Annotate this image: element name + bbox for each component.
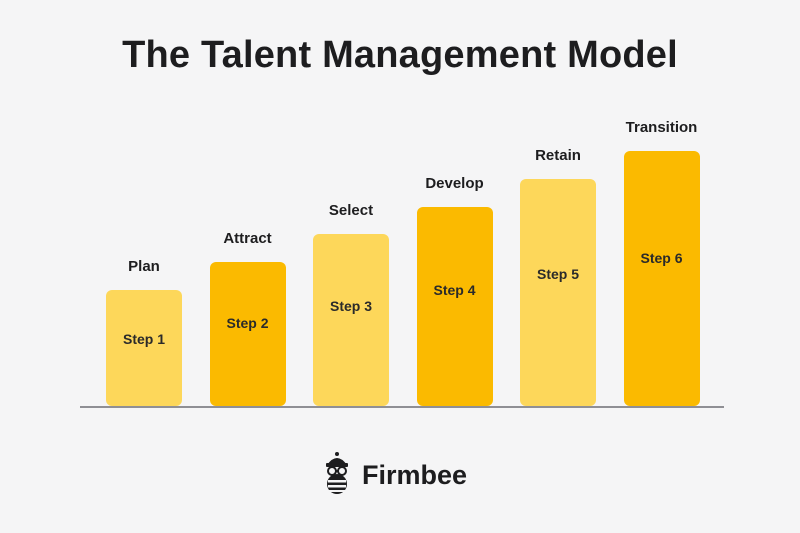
- step-name-label: Select: [328, 202, 374, 220]
- step-name-label: Develop: [425, 174, 484, 192]
- step-name-label: Transition: [625, 119, 698, 136]
- step-bar-5: Step 5: [520, 178, 596, 406]
- step-name-label: Plan: [128, 258, 160, 275]
- step-name-label: Attract: [223, 230, 272, 248]
- bee-mascot-icon: [320, 451, 354, 500]
- step-bar-4: Step 4: [416, 206, 493, 406]
- step-bar-2: Step 2: [209, 262, 286, 406]
- step-number-label: Step 4: [433, 282, 476, 299]
- step-number-label: Step 3: [329, 298, 372, 315]
- baseline: [80, 406, 724, 408]
- step-number-label: Step 1: [122, 330, 165, 347]
- step-bar-3: Step 3: [313, 234, 389, 406]
- page-title: The Talent Management Model: [122, 34, 678, 76]
- step-bar-1: Step 1: [106, 290, 182, 406]
- step-number-label: Step 6: [640, 250, 683, 267]
- logo-text: Firmbee: [362, 459, 468, 490]
- firmbee-logo: Firmbee: [320, 451, 468, 500]
- step-bar-6: Step 6: [623, 151, 700, 406]
- step-name-label: Retain: [535, 146, 581, 164]
- step-number-label: Step 5: [536, 266, 579, 283]
- step-number-label: Step 2: [226, 314, 269, 331]
